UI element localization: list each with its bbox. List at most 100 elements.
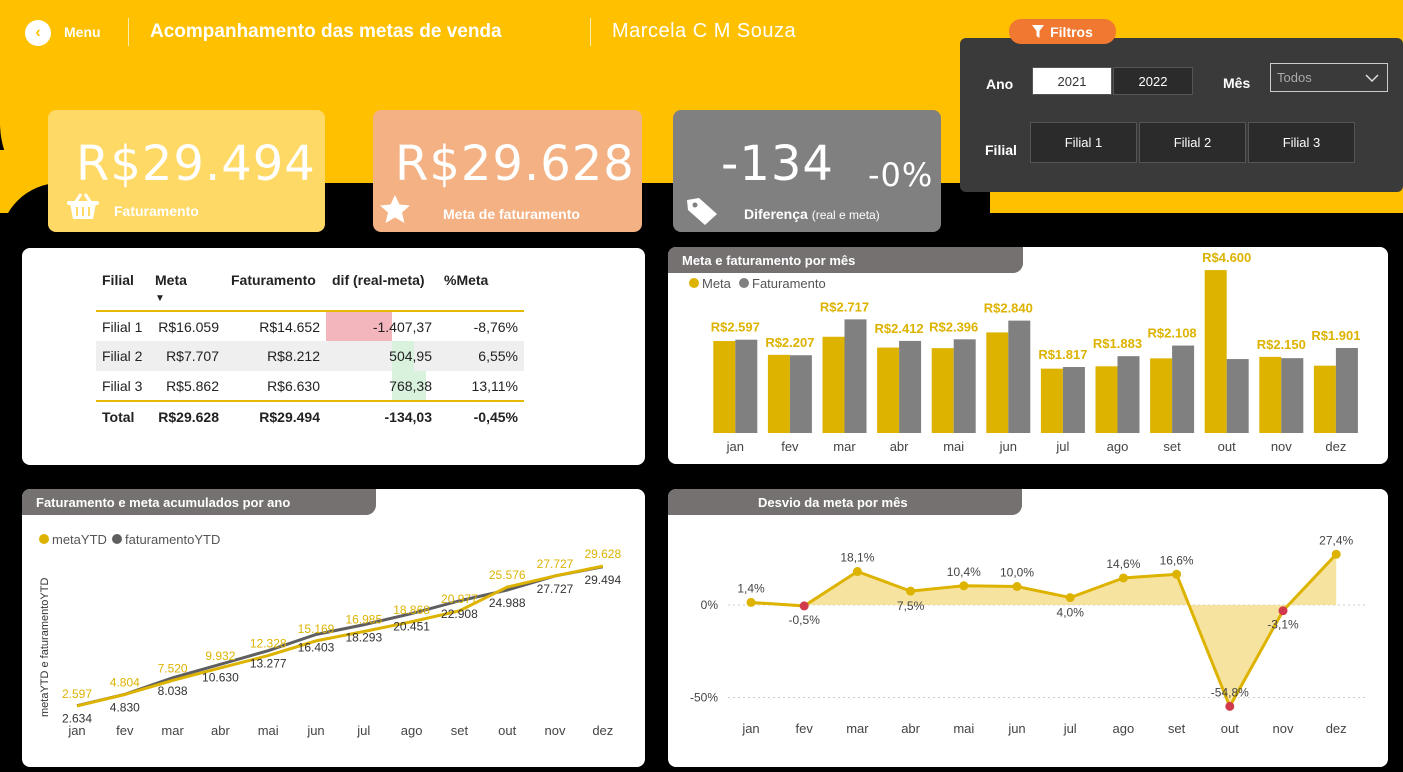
line-faturamentoYTD <box>76 565 604 708</box>
faturamentoYTD-label: 20.451 <box>393 620 430 634</box>
filial-1-button[interactable]: Filial 1 <box>1030 122 1137 163</box>
kpi-label: Meta de faturamento <box>443 206 580 222</box>
bar-meta <box>1204 270 1227 433</box>
line-chart-panel: Faturamento e meta acumulados por ano me… <box>22 489 645 767</box>
bar-faturamento <box>1281 358 1304 433</box>
legend-label: Meta <box>702 276 732 291</box>
area-chart-panel: Desvio da meta por mês 0% -50% 1,4% jan -0,5… <box>668 489 1388 767</box>
table-row: Filial 3 R$5.862 R$6.630 768,38 13,11% <box>96 371 524 401</box>
bar-meta <box>767 354 790 433</box>
x-tick-label: mar <box>846 721 869 736</box>
bar-meta <box>1040 368 1063 433</box>
kpi-label: Diferença (real e meta) <box>744 206 880 222</box>
bar-meta <box>877 347 900 433</box>
y-tick-label: -50% <box>690 691 718 705</box>
x-tick-label: jan <box>726 439 744 454</box>
x-tick-label: jan <box>741 721 759 736</box>
x-tick-label: nov <box>1271 439 1292 454</box>
col-header-pct-meta[interactable]: %Meta <box>444 272 489 288</box>
deviation-point <box>1065 593 1075 603</box>
x-tick-label: jul <box>1055 439 1069 454</box>
basket-icon <box>67 193 99 219</box>
line-chart: metaYTD faturamentoYTD metaYTD e faturamen… <box>39 532 621 738</box>
ano-2021-button[interactable]: 2021 <box>1032 67 1112 95</box>
faturamentoYTD-label: 27.727 <box>537 582 574 596</box>
kpi-value: -134 <box>721 136 834 192</box>
bar-faturamento <box>1062 367 1085 433</box>
x-tick-label: jun <box>1007 721 1025 736</box>
metaYTD-label: 18.868 <box>393 603 430 617</box>
bar-faturamento <box>735 339 758 433</box>
bar-faturamento <box>953 339 976 433</box>
deviation-area <box>751 554 1337 707</box>
metaYTD-label: 12.328 <box>250 637 287 651</box>
cell-dif: -134,03 <box>326 400 438 431</box>
bar-faturamento <box>789 355 812 433</box>
table-total-row: Total R$29.628 R$29.494 -134,03 -0,45% <box>96 400 524 431</box>
cell-faturamento: R$29.494 <box>225 400 326 431</box>
faturamentoYTD-label: 18.293 <box>345 631 382 645</box>
metaYTD-label: 15.169 <box>298 622 335 636</box>
ano-2022-button[interactable]: 2022 <box>1113 67 1193 95</box>
bar-data-label: R$2.717 <box>820 299 869 314</box>
faturamentoYTD-label: 22.908 <box>441 607 478 621</box>
filial-label: Filial <box>985 142 1017 158</box>
filial-2-button[interactable]: Filial 2 <box>1139 122 1246 163</box>
legend-marker <box>689 278 699 288</box>
header-divider <box>128 18 129 46</box>
table-row: Filial 2 R$7.707 R$8.212 504,95 6,55% <box>96 341 524 371</box>
legend-label: metaYTD <box>52 532 107 547</box>
kpi-label-main: Diferença <box>744 206 808 222</box>
filters-tab[interactable]: Filtros <box>1009 19 1116 44</box>
cell-faturamento: R$6.630 <box>267 377 320 394</box>
filters-panel <box>960 38 1403 192</box>
y-axis-label: metaYTD e faturamentoYTD <box>39 578 51 717</box>
deviation-point <box>799 601 809 611</box>
x-tick-label: ago <box>401 723 423 738</box>
bar-data-label: R$4.600 <box>1202 250 1251 265</box>
deviation-point <box>1331 549 1341 559</box>
bar-data-label: R$2.207 <box>765 335 814 350</box>
x-tick-label: mai <box>953 721 974 736</box>
area-chart: 0% -50% 1,4% jan -0,5% fev 18,1% mar 7,5% abr 10,4… <box>690 533 1368 736</box>
mes-select[interactable]: Todos <box>1270 63 1388 92</box>
deviation-label: 4,0% <box>1057 606 1085 620</box>
metaYTD-label: 27.727 <box>537 557 574 571</box>
deviation-point <box>1172 569 1182 579</box>
cell-dif: -1.407,37 <box>326 311 438 341</box>
chevron-down-icon <box>1365 73 1379 82</box>
faturamentoYTD-label: 24.988 <box>489 596 526 610</box>
legend-label: Faturamento <box>752 276 826 291</box>
deviation-point <box>746 597 756 607</box>
bar-data-label: R$2.150 <box>1257 337 1306 352</box>
col-header-dif[interactable]: dif (real-meta) <box>332 272 425 288</box>
bar-meta <box>1259 356 1282 433</box>
deviation-label: 18,1% <box>840 551 874 565</box>
chart-title: Desvio da meta por mês <box>668 489 1022 515</box>
faturamentoYTD-label: 2.634 <box>62 712 92 726</box>
chart-title: Meta e faturamento por mês <box>668 247 1023 273</box>
col-header-filial[interactable]: Filial <box>102 272 134 288</box>
deviation-label: -3,1% <box>1267 618 1299 632</box>
price-tag-icon <box>687 198 717 225</box>
col-header-faturamento[interactable]: Faturamento <box>231 272 316 288</box>
deviation-label: -54,8% <box>1211 685 1249 699</box>
deviation-point <box>1225 701 1235 711</box>
kpi-card-diferenca: -134 -0% Diferença (real e meta) <box>673 110 941 232</box>
faturamentoYTD-label: 10.630 <box>202 670 239 684</box>
x-tick-label: jul <box>356 723 370 738</box>
deviation-label: 10,4% <box>947 565 981 579</box>
bar-meta <box>986 332 1009 433</box>
col-header-meta[interactable]: Meta ▼ <box>149 268 225 311</box>
menu-button[interactable]: Menu <box>64 24 101 40</box>
x-tick-label: dez <box>592 723 613 738</box>
cell-pct-meta: 13,11% <box>471 377 518 394</box>
bar-faturamento <box>1226 359 1249 433</box>
x-tick-label: set <box>1168 721 1186 736</box>
bar-data-label: R$1.901 <box>1311 328 1360 343</box>
col-header-meta-label: Meta <box>155 272 187 288</box>
bar-chart: Meta Faturamento R$2.597 jan R$2.207 fev R$2.7… <box>689 250 1360 454</box>
faturamentoYTD-label: 16.403 <box>298 641 335 655</box>
filial-3-button[interactable]: Filial 3 <box>1248 122 1355 163</box>
back-arrow-icon[interactable]: ‹ <box>25 20 51 46</box>
